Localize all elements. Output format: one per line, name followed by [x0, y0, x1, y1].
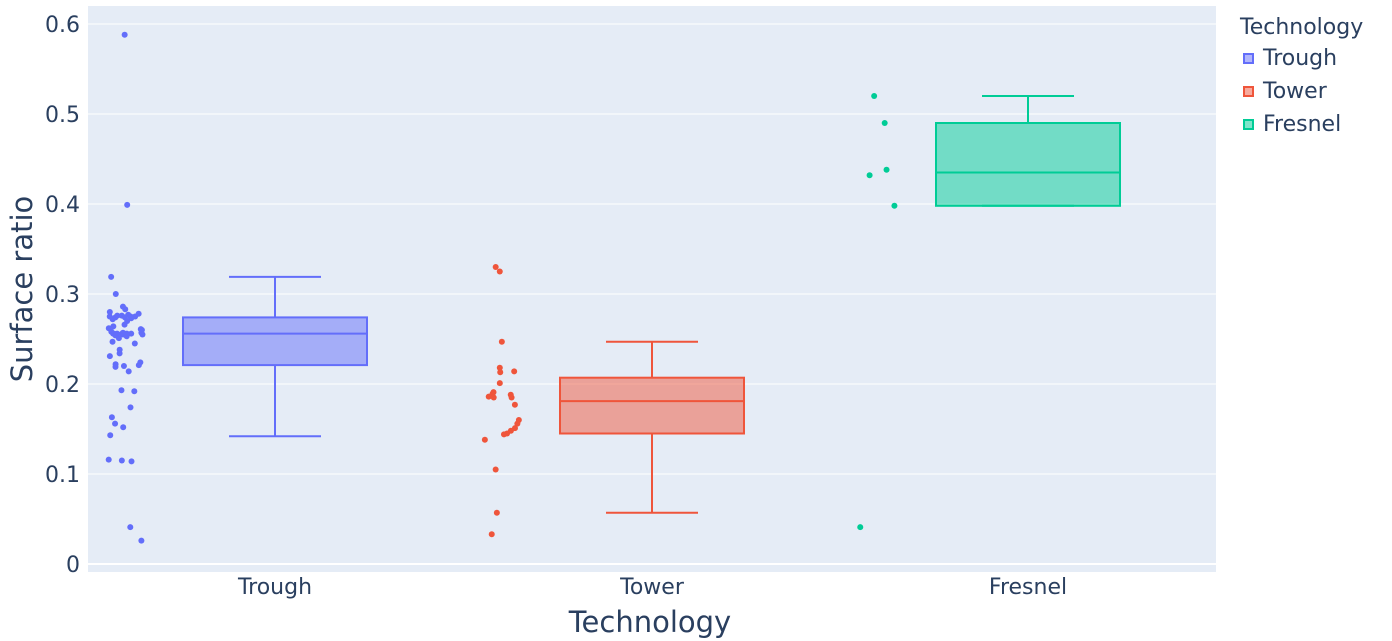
box-fresnel [857, 93, 1121, 531]
x-axis-label: Technology [568, 605, 731, 639]
data-point [108, 273, 115, 280]
data-point [118, 457, 125, 464]
y-tick-label: 0.6 [45, 13, 80, 38]
legend-swatch-trough [1243, 53, 1254, 64]
data-point [115, 335, 122, 342]
data-point [128, 330, 135, 337]
data-point [866, 172, 873, 179]
legend-item-fresnel[interactable]: Fresnel [1240, 108, 1363, 141]
data-point [135, 362, 142, 369]
data-point [128, 458, 135, 465]
data-point [121, 31, 128, 38]
legend-label-trough: Trough [1263, 46, 1338, 71]
legend: Technology Trough Tower Fresnel [1240, 14, 1363, 141]
data-point [106, 353, 113, 360]
legend-label-tower: Tower [1263, 79, 1327, 104]
data-point [120, 363, 127, 369]
data-point [109, 338, 116, 345]
data-point [881, 120, 888, 126]
data-point [883, 166, 890, 173]
data-point [492, 264, 499, 270]
y-tick-label: 0.2 [45, 373, 80, 398]
x-tick-label: Fresnel [989, 575, 1067, 600]
data-point [493, 509, 500, 516]
data-point [122, 306, 129, 313]
data-point [105, 456, 112, 463]
box-trough [105, 31, 368, 544]
x-axis-ticks: Trough Tower Fresnel [237, 575, 1067, 600]
data-point [110, 323, 117, 330]
data-point [138, 537, 145, 544]
chart-marks [105, 31, 1121, 544]
data-point [112, 420, 119, 427]
data-point [131, 340, 138, 347]
legend-item-tower[interactable]: Tower [1240, 75, 1363, 108]
data-point [108, 414, 115, 421]
data-point [109, 316, 116, 323]
data-point [120, 424, 127, 431]
data-point [107, 432, 114, 439]
legend-item-trough[interactable]: Trough [1240, 42, 1363, 75]
y-tick-label: 0 [66, 553, 80, 578]
data-point [127, 524, 134, 531]
data-point [496, 364, 503, 371]
data-point [508, 394, 515, 401]
legend-swatch-tower [1243, 86, 1254, 97]
y-axis-ticks: 0 0.1 0.2 0.3 0.4 0.5 0.6 [45, 13, 80, 578]
data-point [871, 93, 878, 99]
data-point [514, 420, 521, 427]
y-tick-label: 0.5 [45, 103, 80, 128]
data-point [511, 401, 518, 408]
data-point [118, 387, 125, 394]
data-point [498, 338, 505, 345]
data-point [121, 321, 128, 328]
data-point [112, 291, 119, 297]
iqr-box [559, 376, 745, 435]
legend-swatch-fresnel [1243, 119, 1254, 130]
x-tick-label: Tower [619, 575, 685, 600]
iqr-box [935, 122, 1121, 207]
data-point [139, 331, 146, 338]
y-tick-label: 0.3 [45, 283, 80, 308]
data-point [496, 268, 503, 275]
data-point [891, 202, 898, 209]
legend-title: Technology [1240, 15, 1364, 40]
data-point [116, 350, 123, 357]
data-point [106, 309, 113, 315]
data-point [125, 368, 132, 375]
data-point [485, 393, 492, 400]
data-point [127, 404, 134, 411]
box-tower [481, 264, 745, 538]
data-point [496, 380, 503, 387]
data-point [857, 524, 864, 531]
data-point [500, 431, 507, 438]
data-point [123, 333, 130, 340]
y-axis-label: Surface ratio [5, 196, 39, 383]
y-tick-label: 0.4 [45, 193, 80, 218]
data-point [490, 394, 497, 401]
data-point [497, 369, 504, 376]
data-point [131, 388, 138, 395]
data-point [492, 466, 499, 473]
iqr-box [182, 316, 368, 367]
legend-label-fresnel: Fresnel [1263, 112, 1342, 137]
data-point [488, 531, 495, 538]
data-point [511, 368, 518, 375]
data-point [481, 436, 488, 443]
y-tick-label: 0.1 [45, 463, 80, 488]
data-point [112, 363, 119, 370]
x-tick-label: Trough [237, 575, 312, 600]
data-point [124, 201, 131, 208]
